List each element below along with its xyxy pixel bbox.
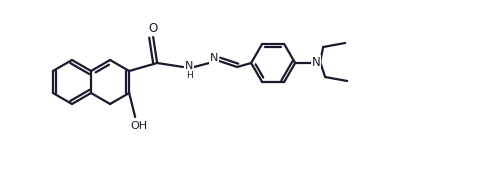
Text: O: O [148, 21, 158, 35]
Text: N: N [312, 55, 320, 69]
Text: OH: OH [131, 121, 148, 131]
Text: H: H [186, 71, 193, 80]
Text: N: N [210, 53, 218, 63]
Text: N: N [185, 61, 193, 71]
